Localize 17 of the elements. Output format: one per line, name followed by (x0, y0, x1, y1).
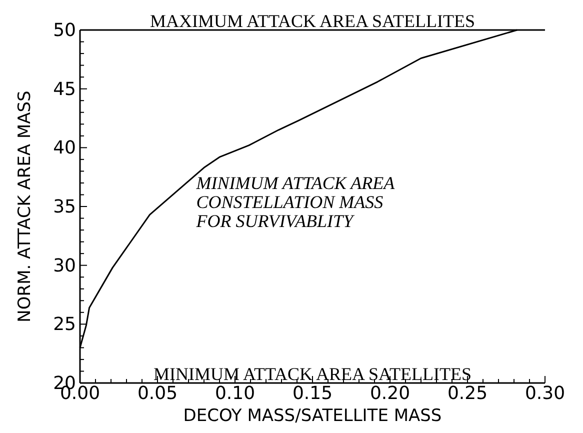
annotation: MINIMUM ATTACK AREA CONSTELLATION MASS FOR SURVIVABLITY (195, 172, 396, 231)
ref-line-label: MAXIMUM ATTACK AREA SATELLITES (150, 11, 476, 31)
x-tick-label: 0.20 (370, 383, 410, 404)
x-tick-label: 0.05 (137, 383, 178, 404)
y-tick-label: 40 (53, 138, 76, 159)
y-tick-label: 50 (53, 20, 76, 41)
x-tick-label: 0.25 (447, 383, 488, 404)
x-axis-title: DECOY MASS/SATELLITE MASS (183, 406, 442, 426)
x-tick-label: 0.15 (292, 383, 333, 404)
y-tick-label: 25 (53, 314, 76, 336)
x-tick-label: 0.30 (524, 383, 566, 404)
annotation: MINIMUM ATTACK AREA SATELLITES (153, 364, 472, 384)
y-tick-label: 30 (53, 255, 76, 276)
y-tick-label: 45 (53, 78, 76, 100)
y-axis-title: NORM. ATTACK AREA MASS (15, 90, 35, 322)
y-tick-label: 35 (53, 196, 76, 218)
x-tick-label: 0.10 (214, 383, 256, 404)
